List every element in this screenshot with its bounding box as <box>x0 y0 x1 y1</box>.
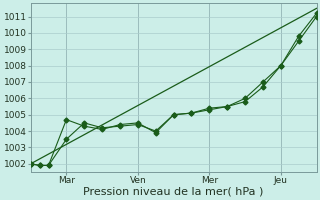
X-axis label: Pression niveau de la mer( hPa ): Pression niveau de la mer( hPa ) <box>84 187 264 197</box>
